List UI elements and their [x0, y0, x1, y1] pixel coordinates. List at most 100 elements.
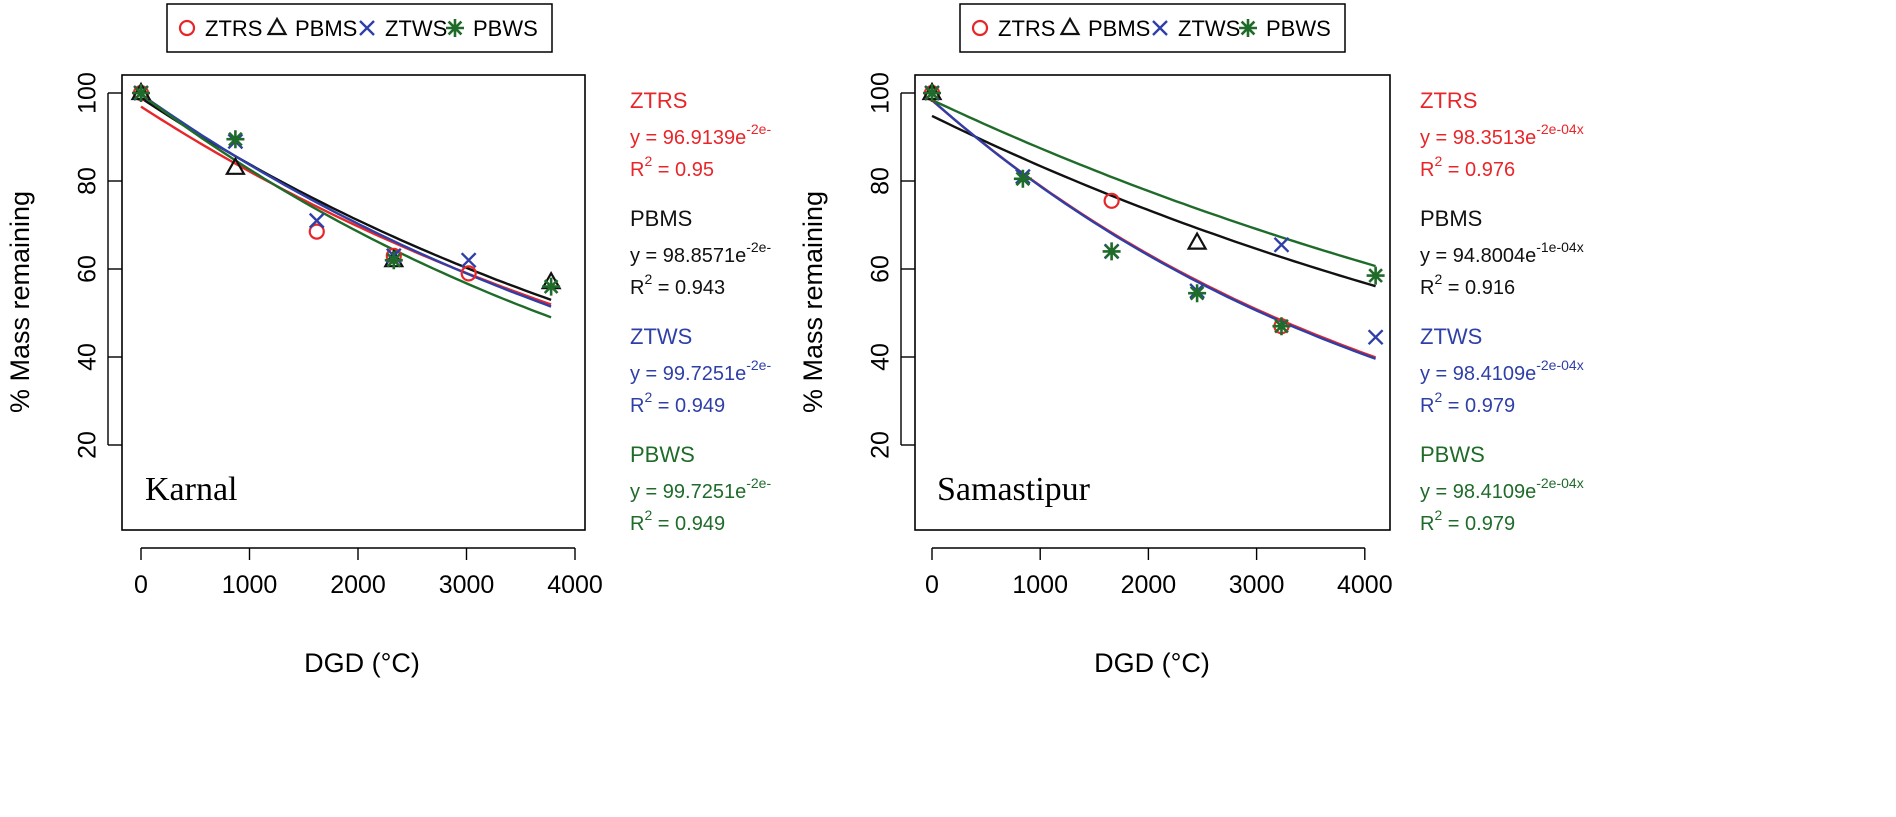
- r-squared-value: = 0.979: [1442, 395, 1515, 417]
- annotation-equation: y = 96.9139e-2e-: [630, 121, 771, 149]
- annotation-r-squared: R2 = 0.916: [1420, 271, 1515, 299]
- equation-text: y = 98.4109e: [1420, 481, 1536, 503]
- y-tick-label: 40: [74, 343, 102, 371]
- x-tick-label: 1000: [1012, 571, 1068, 599]
- r-squared-superscript: 2: [1434, 507, 1442, 523]
- fit-curves: [140, 93, 552, 319]
- x-tick-label: 1000: [222, 571, 278, 599]
- annotation-ztws: ZTWS y = 98.4109e-2e-04x R2 = 0.979: [1420, 324, 1584, 417]
- annotation-r-squared: R2 = 0.949: [630, 389, 725, 417]
- equation-text: y = 99.7251e: [630, 481, 746, 503]
- annotation-equation: y = 98.4109e-2e-04x: [1420, 357, 1584, 385]
- r-squared-superscript: 2: [644, 271, 652, 287]
- y-tick-label: 100: [867, 72, 895, 114]
- circle-marker: [460, 265, 477, 282]
- point-pbws: [226, 130, 245, 149]
- y-tick-label: 100: [74, 72, 102, 114]
- r-squared-superscript: 2: [644, 507, 652, 523]
- annotation-r-squared: R2 = 0.979: [1420, 389, 1515, 417]
- r-squared-value: = 0.916: [1442, 277, 1515, 299]
- legend-marker: [359, 20, 375, 36]
- r-squared-label: R: [1420, 277, 1434, 299]
- equation-text: y = 98.3513e: [1420, 127, 1536, 149]
- annotation-equation: y = 98.4109e-2e-04x: [1420, 475, 1584, 503]
- point-pbms: [225, 156, 246, 175]
- r-squared-superscript: 2: [644, 389, 652, 405]
- point-pbws: [1272, 317, 1291, 336]
- point-ztws: [1367, 329, 1384, 346]
- legend-marker: [1152, 20, 1168, 36]
- star-marker: [1013, 169, 1032, 188]
- x-axis: 0 1000 2000 3000 4000 DGD (°C): [925, 547, 1393, 678]
- equation-text: y = 96.9139e: [630, 127, 746, 149]
- r-squared-label: R: [630, 513, 644, 535]
- fit-curve-pbms: [140, 96, 552, 302]
- annotation-r-squared: R2 = 0.95: [630, 153, 714, 181]
- plot-frame: [914, 74, 1391, 531]
- fit-curve-pbws: [140, 93, 552, 319]
- x-tick-label: 2000: [1121, 571, 1177, 599]
- r-squared-value: = 0.976: [1442, 159, 1515, 181]
- star-marker: [1188, 284, 1207, 303]
- annotation-series-name: PBWS: [630, 442, 695, 467]
- equation-text: y = 99.7251e: [630, 363, 746, 385]
- plot-frame: [121, 74, 586, 531]
- point-ztws: [460, 252, 477, 269]
- chart-panel-samastipur: 20 40 60 80 100 % Mass remaining 0 1000 2000 3000…: [798, 3, 1584, 678]
- fit-curve-pbms: [931, 114, 1376, 288]
- y-axis: 20 40 60 80 100 % Mass remaining: [798, 72, 915, 459]
- star-marker: [226, 130, 245, 149]
- cross-marker: [1367, 329, 1384, 346]
- annotation-pbms: PBMS y = 94.8004e-1e-04x R2 = 0.916: [1420, 206, 1584, 299]
- point-pbws: [1013, 169, 1032, 188]
- legend-marker: [266, 16, 288, 36]
- legend-marker: [178, 19, 196, 37]
- annotation-ztrs: ZTRS y = 98.3513e-2e-04x R2 = 0.976: [1420, 88, 1584, 181]
- fit-curve-ztws: [140, 93, 552, 308]
- triangle-marker: [225, 156, 246, 175]
- equation-text: y = 98.4109e: [1420, 363, 1536, 385]
- annotation-series-name: ZTRS: [1420, 88, 1477, 113]
- cross-marker: [308, 212, 325, 229]
- x-tick-label: 3000: [1229, 571, 1285, 599]
- equation-exponent: -2e-: [746, 121, 771, 137]
- r-squared-label: R: [630, 395, 644, 417]
- legend-marker: [1059, 16, 1081, 36]
- equation-exponent: -1e-04x: [1536, 239, 1583, 255]
- cross-marker: [359, 20, 375, 36]
- annotation-series-name: ZTRS: [630, 88, 687, 113]
- fit-curve-ztrs: [931, 99, 1376, 359]
- point-ztws: [1273, 236, 1290, 253]
- circle-marker: [971, 19, 989, 37]
- x-tick-label: 0: [925, 571, 939, 599]
- cross-marker: [1152, 20, 1168, 36]
- r-squared-value: = 0.943: [652, 277, 725, 299]
- annotation-equation: y = 99.7251e-2e-: [630, 475, 771, 503]
- y-tick-label: 20: [867, 431, 895, 459]
- r-squared-value: = 0.949: [652, 395, 725, 417]
- legend-item-pbws: PBWS: [1239, 16, 1331, 41]
- legend-item-ztws: ZTWS: [1152, 16, 1240, 41]
- equation-exponent: -2e-04x: [1536, 121, 1583, 137]
- legend-label: ZTWS: [1178, 16, 1240, 41]
- star-marker: [1366, 266, 1385, 285]
- r-squared-label: R: [1420, 395, 1434, 417]
- legend-item-ztrs: ZTRS: [971, 16, 1055, 41]
- y-tick-label: 60: [867, 255, 895, 283]
- x-tick-label: 3000: [439, 571, 495, 599]
- x-tick-label: 4000: [1337, 571, 1393, 599]
- x-axis-label: DGD (°C): [304, 648, 420, 678]
- x-tick-label: 4000: [547, 571, 603, 599]
- equation-exponent: -2e-04x: [1536, 357, 1583, 373]
- r-squared-label: R: [630, 277, 644, 299]
- triangle-marker: [1059, 16, 1081, 36]
- legend-box: [166, 3, 553, 53]
- triangle-marker: [1186, 231, 1208, 250]
- star-marker: [542, 277, 561, 296]
- site-label: Karnal: [145, 471, 238, 508]
- r-squared-superscript: 2: [644, 153, 652, 169]
- star-marker: [384, 251, 403, 270]
- x-tick-label: 0: [134, 571, 148, 599]
- legend-item-pbms: PBMS: [266, 16, 357, 41]
- x-axis-label: DGD (°C): [1094, 648, 1210, 678]
